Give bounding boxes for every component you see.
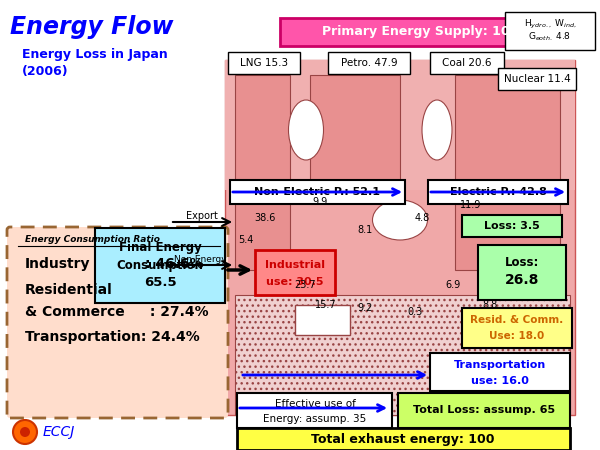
Text: Industrial: Industrial	[265, 260, 325, 270]
Text: Industry: Industry	[25, 257, 91, 271]
Text: Loss:: Loss:	[505, 256, 539, 269]
Polygon shape	[310, 75, 400, 190]
Polygon shape	[225, 60, 575, 415]
Text: Coal 20.6: Coal 20.6	[442, 58, 492, 68]
Text: Energy Flow: Energy Flow	[10, 15, 173, 39]
Bar	[255, 250, 335, 295]
Text: Electric P.: 42.8: Electric P.: 42.8	[449, 187, 547, 197]
Text: Energy Loss in Japan: Energy Loss in Japan	[22, 48, 168, 61]
Text: 65.5: 65.5	[143, 276, 176, 289]
Text: : 27.4%: : 27.4%	[145, 305, 209, 319]
Text: use: 16.0: use: 16.0	[471, 376, 529, 386]
Text: 9.9: 9.9	[313, 197, 328, 207]
Text: 11.9: 11.9	[460, 200, 482, 210]
Text: Nuclear 11.4: Nuclear 11.4	[503, 74, 571, 84]
Bar	[398, 393, 570, 428]
Text: Energy: assump. 35: Energy: assump. 35	[263, 414, 367, 424]
Bar	[235, 295, 570, 415]
Text: & Commerce: & Commerce	[25, 305, 125, 319]
Text: Export: Export	[186, 211, 218, 221]
Text: 9.2: 9.2	[358, 303, 373, 313]
Bar	[430, 52, 504, 74]
Text: Petro. 47.9: Petro. 47.9	[341, 58, 397, 68]
Text: 26.8: 26.8	[505, 273, 539, 287]
Text: ECCJ: ECCJ	[43, 425, 76, 439]
Text: 38.6: 38.6	[254, 213, 275, 223]
Text: G$_{eoth.}$ 4.8: G$_{eoth.}$ 4.8	[529, 31, 572, 43]
Text: Use: 18.0: Use: 18.0	[490, 331, 545, 341]
Text: 6.9: 6.9	[445, 280, 461, 290]
Polygon shape	[235, 75, 290, 270]
Bar	[430, 353, 570, 391]
Bar	[498, 68, 576, 90]
Text: LNG 15.3: LNG 15.3	[240, 58, 288, 68]
Text: Total exhaust energy: 100: Total exhaust energy: 100	[311, 432, 495, 446]
Bar	[505, 12, 595, 50]
Bar	[428, 180, 568, 204]
Text: 8.8: 8.8	[482, 300, 497, 310]
Text: Final Energy: Final Energy	[119, 242, 202, 255]
Bar	[462, 215, 562, 237]
Text: Loss: 3.5: Loss: 3.5	[484, 221, 540, 231]
Text: Consumption: Consumption	[116, 258, 203, 271]
Text: 0.3: 0.3	[407, 307, 422, 317]
Text: 4.8: 4.8	[415, 213, 430, 223]
Ellipse shape	[422, 100, 452, 160]
Text: H$_{ydro.,}$ W$_{ind,}$: H$_{ydro.,}$ W$_{ind,}$	[524, 18, 577, 31]
Bar	[95, 228, 225, 303]
Bar	[462, 308, 572, 348]
Text: 15.7: 15.7	[315, 300, 337, 310]
Text: Non-Electric P.: 52.1: Non-Electric P.: 52.1	[254, 187, 380, 197]
Text: Resid. & Comm.: Resid. & Comm.	[470, 315, 563, 325]
Bar	[237, 428, 570, 450]
Text: : 46.6%: : 46.6%	[145, 257, 203, 271]
Ellipse shape	[289, 100, 323, 160]
Bar	[328, 52, 410, 74]
FancyBboxPatch shape	[7, 227, 228, 418]
Text: Energy Consumption Ratio: Energy Consumption Ratio	[25, 235, 160, 244]
Bar	[230, 180, 405, 204]
Text: Transportation: 24.4%: Transportation: 24.4%	[25, 330, 200, 344]
Bar	[280, 18, 560, 46]
Text: 5.4: 5.4	[238, 235, 254, 245]
Bar	[478, 245, 566, 300]
Text: (2006): (2006)	[22, 65, 68, 78]
Text: Effective use of: Effective use of	[275, 399, 355, 409]
Bar	[237, 393, 392, 428]
Text: Primary Energy Supply: 100: Primary Energy Supply: 100	[322, 26, 518, 39]
Text: Residential: Residential	[25, 283, 113, 297]
Ellipse shape	[373, 200, 427, 240]
Text: 23.7: 23.7	[294, 280, 316, 290]
Circle shape	[13, 420, 37, 444]
Text: use: 30.5: use: 30.5	[266, 277, 324, 287]
Circle shape	[20, 427, 30, 437]
Polygon shape	[455, 75, 560, 270]
Text: 8.1: 8.1	[358, 225, 373, 235]
Text: Non Energy: Non Energy	[173, 255, 226, 264]
Text: Total Loss: assump. 65: Total Loss: assump. 65	[413, 405, 555, 415]
Text: Transportation: Transportation	[454, 360, 546, 370]
Bar	[295, 305, 350, 335]
Polygon shape	[225, 60, 575, 190]
Bar	[228, 52, 300, 74]
